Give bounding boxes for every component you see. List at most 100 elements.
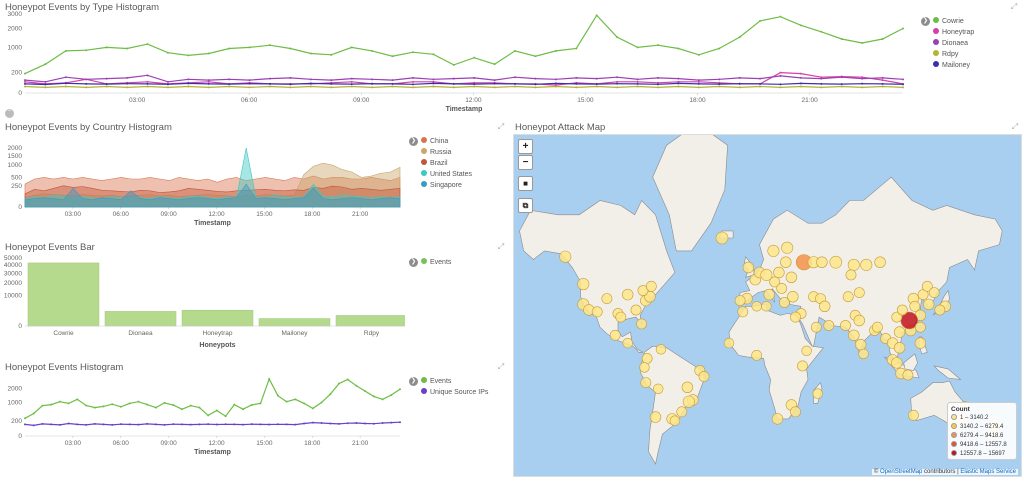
attack-marker[interactable] [914,337,927,349]
crop-icon[interactable]: ⧉ [518,198,533,213]
attack-marker[interactable] [874,256,886,268]
attack-marker[interactable] [785,271,798,284]
legend-item-mailoney[interactable]: Mailoney [933,61,970,71]
attack-marker[interactable] [577,278,590,291]
legend-item-cowrie[interactable]: Cowrie [933,17,964,27]
collapse-icon[interactable]: ⌃ [5,109,14,118]
ems-link[interactable]: Elastic Maps Service [960,469,1016,475]
attack-marker[interactable] [734,295,746,306]
attack-marker[interactable] [921,280,933,292]
attack-marker[interactable] [860,258,873,271]
attack-marker[interactable] [591,306,603,318]
legend-item-united-states[interactable]: United States [421,170,472,180]
attack-marker[interactable] [778,297,790,308]
attack-marker[interactable] [934,304,946,316]
world-map[interactable] [514,135,1022,477]
attack-marker[interactable] [812,388,823,399]
attack-marker[interactable] [891,357,903,369]
attack-marker[interactable] [928,287,940,298]
attack-marker[interactable] [723,337,735,349]
attack-marker[interactable] [641,352,653,364]
legend-item-brazil[interactable]: Brazil [421,159,448,169]
attack-marker[interactable] [655,344,667,355]
attack-marker[interactable] [896,304,908,316]
legend-toggle-icon[interactable]: ❯ [921,17,930,26]
attack-marker[interactable] [681,381,694,394]
attack-marker[interactable] [797,360,808,372]
attack-marker[interactable] [621,288,634,301]
attack-marker[interactable] [682,395,695,408]
attack-marker[interactable] [847,258,860,271]
attack-marker[interactable] [902,369,914,381]
attack-marker[interactable] [776,282,788,294]
attack-marker[interactable] [914,321,926,333]
draw-rectangle-icon[interactable]: ■ [518,176,533,191]
attack-marker[interactable] [649,411,662,423]
attack-marker[interactable] [773,266,785,279]
attack-marker[interactable] [923,298,935,311]
legend-item-honeytrap[interactable]: Honeytrap [933,28,974,38]
attack-marker[interactable] [855,339,867,351]
legend-item-russia[interactable]: Russia [421,148,451,158]
osm-link[interactable]: OpenStreetMap [880,469,923,475]
attack-marker[interactable] [559,250,572,263]
legend-item-unique-source-ips[interactable]: Unique Source IPs [421,388,488,398]
attack-marker[interactable] [609,329,621,341]
attack-marker[interactable] [698,371,710,382]
attack-marker[interactable] [842,291,854,303]
attack-marker[interactable] [737,306,749,318]
attack-marker[interactable] [761,301,772,312]
attack-marker[interactable] [853,314,865,327]
expand-icon[interactable]: ⤢ [497,122,505,131]
attack-marker[interactable] [715,231,729,245]
legend-item-dionaea[interactable]: Dionaea [933,39,968,49]
attack-map[interactable]: © OpenStreetMap contributors | Elastic M… [513,134,1022,477]
attack-marker[interactable] [909,300,921,312]
legend-toggle-icon[interactable]: ❯ [409,377,418,386]
attack-marker[interactable] [653,383,664,395]
attack-marker[interactable] [891,311,903,323]
attack-marker[interactable] [845,269,857,281]
attack-marker[interactable] [810,321,822,333]
legend-item-events[interactable]: Events [421,258,451,268]
attack-marker[interactable] [639,362,650,373]
attack-marker[interactable] [840,320,851,331]
attack-marker[interactable] [669,415,681,426]
legend-item-rdpy[interactable]: Rdpy [933,50,958,60]
attack-marker[interactable] [871,321,883,333]
attack-marker[interactable] [763,288,775,301]
attack-marker[interactable] [893,342,906,354]
expand-icon[interactable]: ⤢ [1011,122,1019,131]
attack-marker[interactable] [787,291,799,303]
zoom-out-button[interactable]: − [518,155,533,170]
attack-marker[interactable] [893,326,906,338]
attack-marker[interactable] [769,276,781,288]
attack-marker[interactable] [853,287,865,298]
attack-marker[interactable] [858,348,869,360]
attack-marker[interactable] [676,406,688,418]
zoom-in-button[interactable]: + [518,139,533,154]
attack-marker[interactable] [801,345,812,357]
attack-marker[interactable] [622,337,633,349]
attack-marker[interactable] [907,409,919,421]
expand-icon[interactable]: ⤢ [497,242,505,251]
attack-marker[interactable] [645,280,657,292]
legend-toggle-icon[interactable]: ❯ [409,137,418,146]
attack-marker[interactable] [751,301,762,312]
attack-marker[interactable] [819,300,831,313]
attack-marker[interactable] [848,329,860,342]
attack-marker[interactable] [760,268,773,281]
attack-marker[interactable] [751,349,763,361]
legend-item-events[interactable]: Events [421,377,451,387]
attack-marker[interactable] [615,311,627,323]
expand-icon[interactable]: ⤢ [497,362,505,371]
expand-icon[interactable]: ⤢ [1010,2,1018,11]
legend-item-china[interactable]: China [421,137,448,147]
attack-marker[interactable] [816,256,828,268]
attack-marker[interactable] [771,413,784,425]
attack-marker[interactable] [780,256,792,268]
attack-marker[interactable] [742,261,755,274]
attack-marker[interactable] [790,406,801,418]
attack-marker[interactable] [767,244,780,257]
attack-marker[interactable] [781,241,794,254]
